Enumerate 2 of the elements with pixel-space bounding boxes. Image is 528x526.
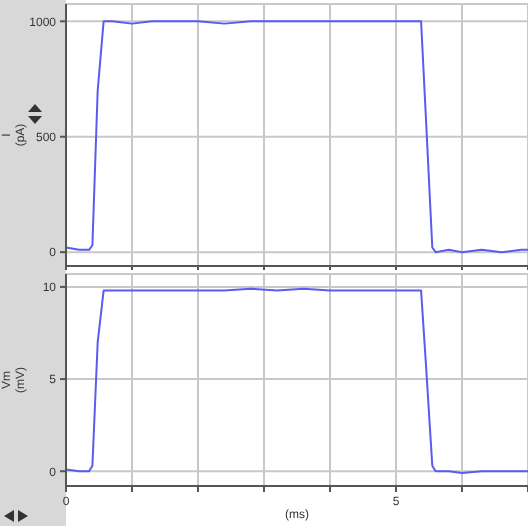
line-series [66,20,528,254]
line-series [66,287,528,475]
